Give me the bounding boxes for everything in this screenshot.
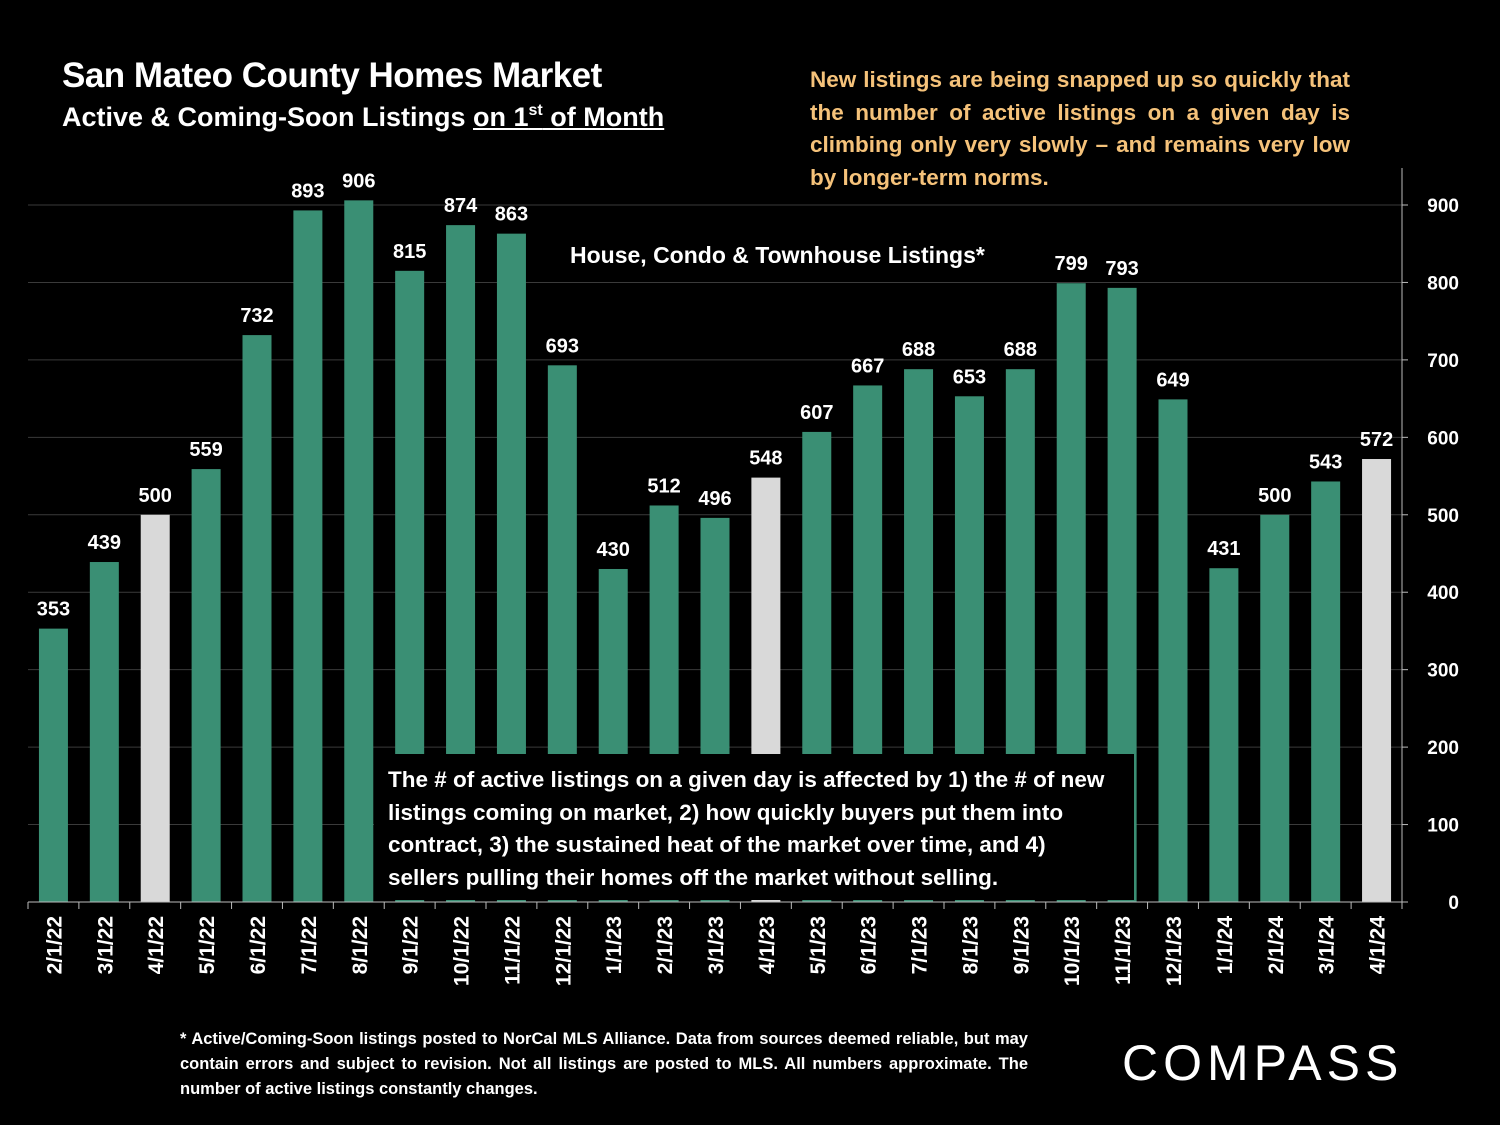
y-tick-label: 0 [1448, 893, 1459, 914]
data-label: 653 [953, 366, 986, 388]
x-tick-label: 10/1/22 [451, 916, 474, 986]
data-label: 693 [546, 335, 579, 357]
subtitle-underlined-a: on 1 [473, 102, 529, 132]
x-tick-label: 9/1/22 [400, 916, 423, 974]
data-label: 512 [647, 475, 680, 497]
data-label: 439 [88, 532, 121, 554]
bar [242, 335, 272, 902]
axes: 0 100 200 300 400 500 600 700 800 900 2/1/22 3/1/22… [27, 168, 1459, 986]
data-label: 688 [1004, 339, 1037, 361]
x-tick-label: 3/1/24 [1316, 916, 1339, 975]
y-tick-label: 800 [1427, 273, 1459, 294]
data-label: 893 [291, 180, 324, 202]
x-tick-label: 4/1/24 [1367, 916, 1390, 975]
data-label: 732 [240, 305, 273, 327]
x-tick-label: 10/1/23 [1061, 916, 1084, 986]
compass-logo: COMPASS [1122, 1035, 1403, 1091]
x-tick-label: 4/1/22 [145, 916, 168, 974]
x-tick-label: 3/1/22 [94, 916, 117, 974]
x-tick-label: 5/1/22 [196, 916, 219, 974]
bar [89, 562, 119, 902]
subtitle-superscript: st [528, 102, 543, 119]
commentary-note: New listings are being snapped up so qui… [810, 67, 1350, 190]
explanation-box: The # of active listings on a given day … [374, 754, 1134, 900]
subtitle-prefix: Active & Coming-Soon Listings [62, 102, 474, 132]
x-tick-label: 5/1/23 [807, 916, 830, 974]
data-label: 863 [495, 204, 528, 226]
x-tick-label: 2/1/23 [654, 916, 677, 974]
x-tick-label: 3/1/23 [705, 916, 728, 974]
data-label: 667 [851, 355, 884, 377]
subtitle-underlined-b: of Month [542, 102, 665, 132]
bar [1209, 568, 1239, 902]
bar [38, 628, 68, 902]
data-label: 496 [698, 488, 731, 510]
bar [1260, 514, 1290, 902]
x-tick-label: 9/1/23 [1010, 916, 1033, 974]
bar [1311, 481, 1341, 902]
data-label: 649 [1156, 369, 1189, 391]
data-label: 431 [1207, 538, 1240, 560]
data-label: 793 [1105, 258, 1138, 280]
data-label: 548 [749, 448, 782, 470]
data-label: 500 [1258, 485, 1291, 507]
footnote: * Active/Coming-Soon listings posted to … [180, 1030, 1028, 1098]
data-label: 874 [444, 195, 478, 217]
x-tick-label: 7/1/23 [909, 916, 932, 974]
y-tick-label: 100 [1427, 816, 1459, 837]
data-label: 559 [189, 439, 222, 461]
x-tick-label: 2/1/24 [1265, 916, 1288, 975]
x-tick-label: 4/1/23 [756, 916, 779, 974]
chart-title: San Mateo County Homes Market [62, 56, 602, 95]
bar [140, 514, 170, 902]
y-tick-label: 600 [1427, 428, 1459, 449]
y-tick-label: 900 [1427, 196, 1459, 217]
y-tick-label: 200 [1427, 738, 1459, 759]
x-tick-label: 11/1/23 [1112, 916, 1135, 985]
x-tick-label: 1/1/23 [603, 916, 626, 974]
x-tick-label: 6/1/23 [858, 916, 881, 974]
x-tick-label: 12/1/22 [552, 916, 575, 986]
x-tick-label: 8/1/23 [959, 916, 982, 974]
data-label: 688 [902, 339, 935, 361]
data-label: 353 [37, 599, 70, 621]
y-tick-label: 500 [1427, 506, 1459, 527]
subtitle-underlined: on 1st of Month [473, 102, 664, 132]
x-tick-label: 1/1/24 [1214, 916, 1237, 975]
x-tick-label: 11/1/22 [501, 916, 524, 985]
series-label: House, Condo & Townhouse Listings* [570, 242, 985, 268]
bar [191, 469, 221, 902]
data-label: 572 [1360, 429, 1393, 451]
bar [344, 200, 374, 902]
data-label: 906 [342, 170, 375, 192]
y-tick-label: 700 [1427, 351, 1459, 372]
x-tick-label: 2/1/22 [43, 916, 66, 974]
bars: 353 439 500 559 732 893 906 815 874 863 693 430 512 4… [37, 170, 1393, 903]
bar [1158, 399, 1188, 902]
x-tick-label: 6/1/22 [247, 916, 270, 974]
compass-logo-text: COMPASS [1122, 1035, 1403, 1091]
data-label: 430 [597, 539, 630, 561]
data-label: 500 [139, 485, 172, 507]
data-label: 607 [800, 402, 833, 424]
data-label: 799 [1055, 253, 1088, 275]
bar [293, 210, 323, 902]
data-label: 815 [393, 241, 426, 263]
y-tick-label: 300 [1427, 661, 1459, 682]
chart-subtitle: Active & Coming-Soon Listings on 1st of … [62, 102, 664, 133]
bar [1362, 459, 1392, 902]
x-tick-label: 8/1/22 [349, 916, 372, 974]
x-tick-label: 12/1/23 [1163, 916, 1186, 986]
data-label: 543 [1309, 451, 1342, 473]
y-tick-label: 400 [1427, 583, 1459, 604]
x-tick-label: 7/1/22 [298, 916, 321, 974]
